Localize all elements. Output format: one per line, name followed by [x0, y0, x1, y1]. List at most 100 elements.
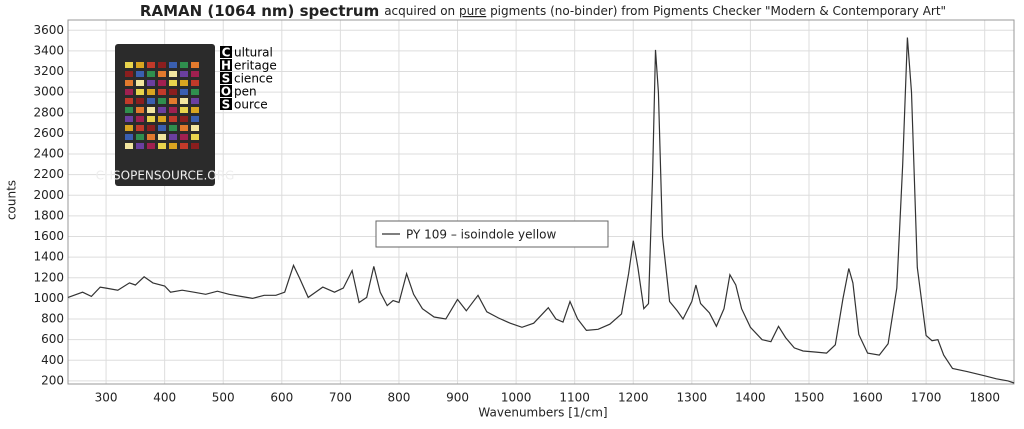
inset-swatch — [147, 80, 155, 86]
chart-title: RAMAN (1064 nm) spectrum — [140, 2, 379, 20]
x-tick-label: 900 — [446, 391, 469, 405]
inset-swatch — [191, 62, 199, 68]
inset-swatch — [169, 116, 177, 122]
inset-swatch — [191, 143, 199, 149]
inset-swatch — [158, 143, 166, 149]
inset-swatch — [180, 107, 188, 113]
y-tick-label: 2000 — [33, 188, 64, 202]
logo-word: cience — [234, 72, 273, 86]
inset-swatch — [158, 71, 166, 77]
inset-swatch — [191, 125, 199, 131]
spectrum-line — [67, 37, 1015, 384]
logo-letter: S — [222, 98, 231, 112]
logo-word: ultural — [234, 46, 273, 60]
inset-swatch — [125, 80, 133, 86]
inset-swatch — [147, 107, 155, 113]
inset-swatch — [191, 107, 199, 113]
logo-letter: O — [221, 85, 231, 99]
inset-swatch — [125, 134, 133, 140]
inset-swatch — [158, 62, 166, 68]
inset-swatch — [191, 89, 199, 95]
inset-swatch — [147, 134, 155, 140]
logo-word: pen — [234, 85, 257, 99]
y-tick-label: 2200 — [33, 167, 64, 181]
inset-swatch — [136, 71, 144, 77]
inset-swatch — [180, 143, 188, 149]
legend-box — [375, 220, 609, 248]
x-tick-label: 1300 — [677, 391, 708, 405]
inset-swatch — [147, 62, 155, 68]
inset-swatch — [169, 143, 177, 149]
inset-swatch — [169, 71, 177, 77]
inset-swatch — [180, 62, 188, 68]
inset-swatch — [180, 116, 188, 122]
inset-swatch — [136, 80, 144, 86]
inset-swatch — [147, 125, 155, 131]
inset-swatch — [158, 125, 166, 131]
inset-swatch — [147, 116, 155, 122]
y-tick-label: 3400 — [33, 43, 64, 57]
logo-letter-box — [220, 98, 232, 110]
inset-swatch — [147, 71, 155, 77]
y-tick-label: 1000 — [33, 291, 64, 305]
x-tick-label: 1000 — [501, 391, 532, 405]
legend-label: PY 109 – isoindole yellow — [406, 228, 557, 242]
y-tick-label: 200 — [41, 373, 64, 387]
inset-swatch — [180, 80, 188, 86]
subtitle: acquired on — [384, 4, 459, 18]
inset-swatch — [191, 116, 199, 122]
inset-swatch — [125, 62, 133, 68]
x-tick-label: 300 — [95, 391, 118, 405]
inset-swatch — [169, 89, 177, 95]
x-tick-label: 800 — [388, 391, 411, 405]
inset-swatch — [180, 98, 188, 104]
inset-swatch — [158, 89, 166, 95]
inset-swatch — [169, 107, 177, 113]
inset-swatch — [191, 134, 199, 140]
x-tick-label: 500 — [212, 391, 235, 405]
x-tick-label: 700 — [329, 391, 352, 405]
inset-swatch — [169, 80, 177, 86]
inset-swatch — [136, 62, 144, 68]
logo-letter-box — [220, 46, 232, 58]
inset-swatch — [169, 62, 177, 68]
y-tick-label: 2600 — [33, 126, 64, 140]
inset-swatch — [136, 116, 144, 122]
inset-swatch — [180, 134, 188, 140]
inset-swatch — [158, 134, 166, 140]
logo-letter-box — [220, 72, 232, 84]
y-tick-label: 600 — [41, 332, 64, 346]
y-tick-label: 3600 — [33, 23, 64, 37]
y-tick-label: 800 — [41, 312, 64, 326]
inset-swatch — [125, 107, 133, 113]
inset-swatch — [125, 98, 133, 104]
inset-swatch — [191, 98, 199, 104]
x-tick-label: 1200 — [618, 391, 649, 405]
logo-letter: C — [222, 46, 231, 60]
inset-swatch — [191, 71, 199, 77]
inset-swatch — [169, 98, 177, 104]
x-tick-label: 1100 — [559, 391, 590, 405]
inset-swatch — [136, 89, 144, 95]
inset-swatch — [158, 116, 166, 122]
plot-frame — [67, 19, 1015, 385]
logo-letter: S — [222, 72, 231, 86]
x-tick-label: 1800 — [969, 391, 1000, 405]
inset-swatch — [180, 71, 188, 77]
y-tick-label: 400 — [41, 353, 64, 367]
x-axis-label: Wavenumbers [1/cm] — [478, 406, 607, 420]
inset-swatch — [191, 80, 199, 86]
inset-swatch — [136, 143, 144, 149]
inset-swatch — [147, 89, 155, 95]
x-tick-label: 400 — [153, 391, 176, 405]
inset-swatch — [147, 98, 155, 104]
inset-swatch — [147, 143, 155, 149]
y-tick-label: 3200 — [33, 64, 64, 78]
inset-swatch — [169, 125, 177, 131]
y-tick-label: 2800 — [33, 105, 64, 119]
x-tick-label: 600 — [270, 391, 293, 405]
inset-swatch — [158, 80, 166, 86]
y-tick-label: 2400 — [33, 147, 64, 161]
logo-letter-box — [220, 85, 232, 97]
